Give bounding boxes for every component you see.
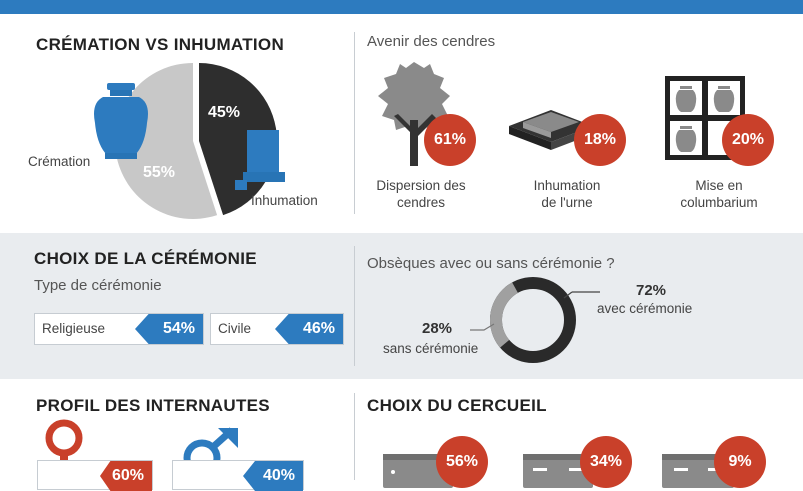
top-bar bbox=[0, 0, 803, 14]
ceremony-band bbox=[0, 233, 803, 379]
ceremony-type-religious: Religieuse 54% bbox=[34, 313, 204, 345]
ashes-label-3: Mise en columbarium bbox=[660, 177, 778, 211]
inhumation-pct: 45% bbox=[208, 104, 241, 121]
coffin-badge-2: 34% bbox=[580, 436, 632, 488]
ceremony-subtitle: Type de cérémonie bbox=[34, 277, 162, 294]
ceremony-type-religious-label: Religieuse bbox=[42, 321, 106, 336]
with-ceremony-pct: 72% bbox=[636, 282, 667, 299]
ashes-label-2-line1: Inhumation bbox=[533, 178, 601, 193]
ceremony-type-civil: Civile 46% bbox=[210, 313, 344, 345]
tree-icon bbox=[378, 62, 450, 166]
funeral-section-title: Obsèques avec ou sans cérémonie ? bbox=[367, 255, 615, 272]
ashes-label-1-line2: cendres bbox=[396, 195, 446, 210]
gravestone-icon bbox=[235, 130, 285, 190]
divider bbox=[354, 393, 355, 480]
urn-icon bbox=[94, 83, 148, 159]
profile-section-title: PROFIL DES INTERNAUTES bbox=[36, 396, 270, 415]
coffin-badge-1: 56% bbox=[436, 436, 488, 488]
coffin-badge-3: 9% bbox=[714, 436, 766, 488]
cremation-section-title: CRÉMATION VS INHUMATION bbox=[36, 35, 285, 54]
ashes-label-2: Inhumation de l'urne bbox=[508, 177, 626, 211]
male-pct-box: 40% bbox=[172, 460, 304, 491]
ashes-label-1-line1: Dispersion des bbox=[376, 178, 466, 193]
donut-segment-without bbox=[490, 277, 576, 363]
female-pct-box: 60% bbox=[37, 460, 153, 491]
ashes-label-1: Dispersion des cendres bbox=[362, 177, 480, 211]
female-pct: 60% bbox=[100, 461, 152, 491]
male-pct: 40% bbox=[243, 461, 303, 491]
ceremony-type-civil-label: Civile bbox=[218, 321, 252, 336]
funeral-donut-chart bbox=[490, 277, 576, 363]
ashes-section-title: Avenir des cendres bbox=[367, 33, 496, 50]
ashes-badge-1: 61% bbox=[424, 114, 476, 166]
without-ceremony-label: sans cérémonie bbox=[383, 341, 479, 356]
ceremony-type-civil-pct: 46% bbox=[275, 314, 343, 344]
divider bbox=[354, 32, 355, 214]
ashes-badge-2: 18% bbox=[574, 114, 626, 166]
cremation-label: Crémation bbox=[28, 154, 91, 169]
ceremony-type-religious-pct: 54% bbox=[135, 314, 203, 344]
coffin-section-title: CHOIX DU CERCUEIL bbox=[367, 396, 547, 415]
ashes-label-3-line2: columbarium bbox=[680, 195, 758, 210]
divider bbox=[354, 246, 355, 366]
ceremony-section-title: CHOIX DE LA CÉRÉMONIE bbox=[34, 249, 257, 268]
inhumation-label: Inhumation bbox=[251, 193, 318, 208]
ashes-badge-3: 20% bbox=[722, 114, 774, 166]
ashes-label-2-line2: de l'urne bbox=[541, 195, 593, 210]
donut-pointer-lines bbox=[470, 291, 600, 331]
with-ceremony-label: avec cérémonie bbox=[597, 301, 693, 316]
cremation-pct: 55% bbox=[143, 164, 176, 181]
ashes-label-3-line1: Mise en bbox=[695, 178, 743, 193]
without-ceremony-pct: 28% bbox=[422, 320, 453, 337]
